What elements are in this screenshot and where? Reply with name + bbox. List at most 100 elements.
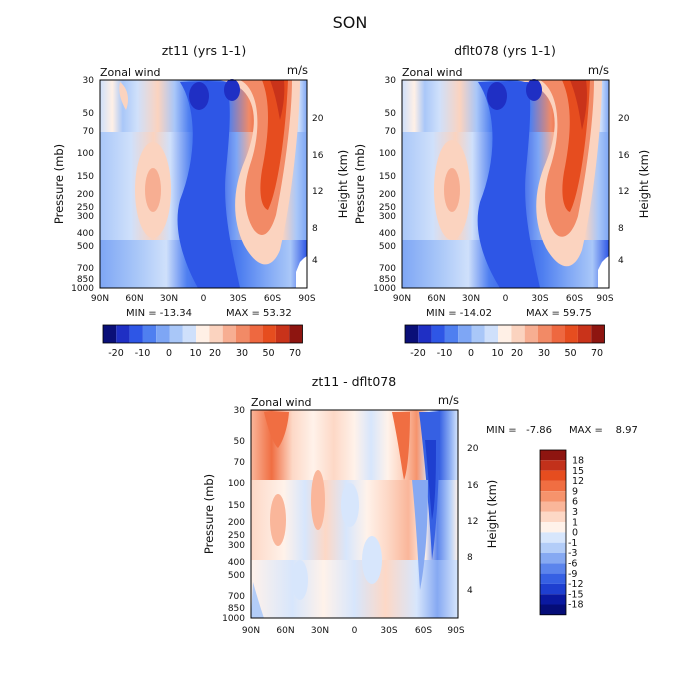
height-axis-label: Height (km)	[336, 150, 350, 219]
colorbar-box	[236, 325, 250, 343]
y-tick-label: 500	[379, 242, 396, 252]
y-tick-label: 700	[379, 264, 396, 274]
colorbar-box	[540, 563, 566, 574]
colorbar-box	[540, 594, 566, 605]
panel-title: zt11 - dflt078	[312, 374, 396, 389]
min-stat: MIN = -14.02	[426, 308, 492, 319]
field-label: Zonal wind	[402, 66, 463, 79]
colorbar-box	[289, 325, 303, 343]
y-tick-label: 100	[77, 149, 94, 159]
colorbar-label: 10	[189, 348, 201, 359]
x-ticks: 90N 60N 30N 0 30S 60S 90S	[91, 294, 316, 304]
y-tick-label: 150	[379, 172, 396, 182]
y-tick-label: 700	[228, 592, 245, 602]
colorbar-box	[540, 460, 566, 471]
height-tick-label: 20	[467, 444, 479, 454]
y-tick-label: 150	[77, 172, 94, 182]
colorbar-label: 6	[572, 497, 578, 508]
y-tick-label: 30	[234, 406, 246, 416]
y-tick-label: 300	[228, 541, 245, 551]
colorbar-label: -1	[568, 538, 577, 549]
plot-frame	[99, 79, 308, 289]
y-ticks: 30 50 70 100 150 200 250 300 400 500 700…	[71, 76, 94, 294]
colorbar-label: 0	[468, 348, 474, 359]
colorbar-box	[156, 325, 170, 343]
panel-zt11: zt11 (yrs 1-1) Zonal wind m/s 90N 60N 30…	[52, 43, 350, 359]
x-tick-label: 30N	[160, 294, 178, 304]
max-stat: MAX = 59.75	[526, 308, 592, 319]
height-tick-label: 8	[618, 224, 624, 234]
colorbar-box	[498, 325, 512, 343]
colorbar-box	[524, 325, 538, 343]
colorbar-box	[262, 325, 276, 343]
colorbar: -20 -10 0 10 20 30 50 70	[102, 324, 303, 359]
height-tick-label: 8	[312, 224, 318, 234]
colorbar-box	[222, 325, 236, 343]
colorbar-box	[540, 553, 566, 564]
colorbar-label: -9	[568, 569, 577, 580]
height-tick-label: 4	[618, 256, 624, 266]
colorbar-box	[209, 325, 223, 343]
x-tick-label: 60N	[276, 626, 294, 636]
colorbar-box	[551, 325, 565, 343]
colorbar-box	[540, 532, 566, 543]
x-tick-label: 0	[201, 294, 207, 304]
colorbar-box	[142, 325, 157, 343]
y-tick-label: 250	[77, 203, 94, 213]
y-tick-label: 30	[83, 76, 95, 86]
colorbar-label: 30	[236, 348, 248, 359]
colorbar-box	[444, 325, 459, 343]
colorbar-box	[116, 325, 130, 343]
y-tick-label: 1000	[373, 284, 396, 294]
y-axis-label: Pressure (mb)	[353, 144, 367, 224]
colorbar-box	[540, 480, 566, 492]
colorbar-box	[540, 501, 566, 512]
height-axis-label: Height (km)	[485, 480, 499, 549]
colorbar-label: -12	[568, 579, 584, 590]
min-stat: MIN = -13.34	[126, 308, 192, 319]
colorbar-label: -10	[135, 348, 151, 359]
x-tick-label: 60S	[415, 626, 432, 636]
colorbar-box	[169, 325, 183, 343]
colorbar-label: 15	[572, 466, 584, 477]
y-tick-label: 50	[385, 109, 397, 119]
y-tick-label: 30	[385, 76, 397, 86]
height-tick-label: 20	[618, 114, 630, 124]
colorbar-label: 10	[491, 348, 503, 359]
panel-title: zt11 (yrs 1-1)	[162, 43, 247, 58]
height-tick-label: 16	[467, 481, 479, 491]
y-axis-label: Pressure (mb)	[52, 144, 66, 224]
y-tick-label: 250	[379, 203, 396, 213]
colorbar-label: 50	[564, 348, 576, 359]
height-tick-label: 20	[312, 114, 324, 124]
colorbar-box	[591, 325, 605, 343]
panel-difference: zt11 - dflt078 Zonal wind m/s 90N 60N 30…	[202, 374, 638, 636]
colorbar-box	[182, 325, 197, 343]
height-tick-label: 12	[312, 187, 323, 197]
y-tick-label: 1000	[222, 614, 245, 624]
y-tick-label: 70	[385, 127, 397, 137]
colorbar-label: 0	[572, 528, 578, 539]
height-tick-label: 16	[312, 151, 324, 161]
units-label: m/s	[588, 63, 609, 77]
y-tick-label: 200	[228, 518, 245, 528]
colorbar-box	[471, 325, 485, 343]
colorbar-label: 18	[572, 456, 584, 467]
y-axis-label: Pressure (mb)	[202, 474, 216, 554]
colorbar-label: 20	[511, 348, 523, 359]
colorbar-label: 50	[262, 348, 274, 359]
colorbar-box	[511, 325, 525, 343]
y-tick-label: 70	[83, 127, 95, 137]
colorbar-label: 20	[209, 348, 221, 359]
y-tick-label: 1000	[71, 284, 94, 294]
height-tick-label: 4	[312, 256, 318, 266]
x-tick-label: 90N	[91, 294, 109, 304]
colorbar-box	[484, 325, 499, 343]
x-tick-label: 90S	[447, 626, 464, 636]
figure-title: SON	[333, 13, 368, 32]
x-tick-label: 30N	[462, 294, 480, 304]
colorbar-box	[540, 470, 566, 481]
y-ticks-right: 4 8 12 16 20	[467, 444, 479, 596]
y-tick-label: 400	[228, 558, 245, 568]
